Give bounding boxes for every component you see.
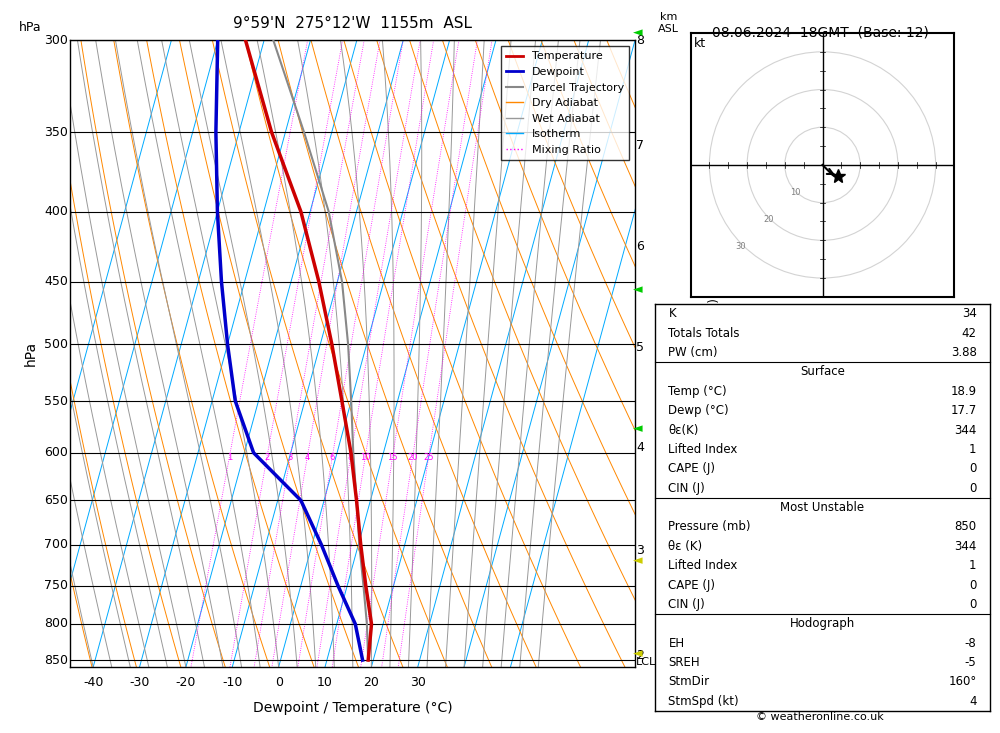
Text: 3.88: 3.88 [951, 346, 977, 359]
Text: 08.06.2024  18GMT  (Base: 12): 08.06.2024 18GMT (Base: 12) [712, 26, 928, 40]
Text: Hodograph: Hodograph [790, 617, 855, 630]
Text: kt: kt [694, 37, 706, 50]
Text: 800: 800 [44, 617, 68, 630]
Text: 42: 42 [962, 327, 977, 340]
Text: hPa: hPa [23, 341, 37, 366]
Text: 350: 350 [44, 125, 68, 139]
Text: © weatheronline.co.uk: © weatheronline.co.uk [756, 712, 884, 722]
Text: CIN (J): CIN (J) [668, 482, 705, 495]
Text: θε(K): θε(K) [668, 424, 699, 437]
Text: 1: 1 [969, 559, 977, 572]
Text: 20: 20 [763, 215, 773, 224]
Text: Most Unstable: Most Unstable [780, 501, 865, 514]
Text: Dewpoint / Temperature (°C): Dewpoint / Temperature (°C) [253, 701, 452, 715]
Text: θε (K): θε (K) [668, 539, 703, 553]
Text: 15: 15 [387, 453, 398, 463]
Text: -10: -10 [222, 676, 242, 689]
Text: 2: 2 [264, 453, 269, 463]
Text: -20: -20 [176, 676, 196, 689]
Text: 5: 5 [636, 342, 644, 354]
Text: Temp (°C): Temp (°C) [668, 385, 727, 398]
Text: 10: 10 [790, 188, 801, 196]
Text: 160°: 160° [948, 675, 977, 688]
Text: ◄: ◄ [633, 647, 643, 660]
Text: 7: 7 [636, 139, 644, 152]
Text: 17.7: 17.7 [950, 404, 977, 417]
Text: 0: 0 [969, 598, 977, 611]
Text: hPa: hPa [19, 21, 42, 34]
Text: 30: 30 [410, 676, 426, 689]
Text: ◄: ◄ [633, 554, 643, 567]
Text: Mixing Ratio (g/kg): Mixing Ratio (g/kg) [708, 298, 721, 410]
Text: 0: 0 [969, 463, 977, 476]
Text: ◄: ◄ [633, 283, 643, 296]
Text: -30: -30 [129, 676, 150, 689]
Text: 750: 750 [44, 579, 68, 592]
Text: LCL: LCL [636, 658, 656, 667]
Text: CAPE (J): CAPE (J) [668, 578, 715, 592]
Text: 344: 344 [954, 539, 977, 553]
Text: 20: 20 [363, 676, 379, 689]
Text: 8: 8 [348, 453, 353, 463]
Text: 20: 20 [407, 453, 418, 463]
Text: Totals Totals: Totals Totals [668, 327, 740, 340]
Text: 6: 6 [329, 453, 335, 463]
Text: 1: 1 [969, 443, 977, 456]
Legend: Temperature, Dewpoint, Parcel Trajectory, Dry Adiabat, Wet Adiabat, Isotherm, Mi: Temperature, Dewpoint, Parcel Trajectory… [501, 46, 629, 161]
Text: 400: 400 [44, 205, 68, 218]
Text: 550: 550 [44, 394, 68, 408]
Text: Lifted Index: Lifted Index [668, 443, 738, 456]
Text: 4: 4 [636, 441, 644, 454]
Text: 1: 1 [227, 453, 232, 463]
Text: 3: 3 [636, 544, 644, 557]
Text: ◄: ◄ [633, 422, 643, 435]
Text: 4: 4 [969, 695, 977, 708]
Text: 34: 34 [962, 307, 977, 320]
Text: 18.9: 18.9 [950, 385, 977, 398]
Text: 0: 0 [275, 676, 283, 689]
Text: 25: 25 [423, 453, 434, 463]
Text: 500: 500 [44, 338, 68, 351]
Text: 344: 344 [954, 424, 977, 437]
Text: Surface: Surface [800, 366, 845, 378]
Text: 0: 0 [969, 578, 977, 592]
Text: K: K [668, 307, 676, 320]
Text: SREH: SREH [668, 656, 700, 669]
Text: CIN (J): CIN (J) [668, 598, 705, 611]
Text: 9°59'N  275°12'W  1155m  ASL: 9°59'N 275°12'W 1155m ASL [233, 16, 472, 31]
Text: 2: 2 [636, 649, 644, 662]
Text: 3: 3 [287, 453, 293, 463]
Text: Pressure (mb): Pressure (mb) [668, 520, 751, 534]
Text: 10: 10 [317, 676, 333, 689]
Text: 300: 300 [44, 34, 68, 47]
Text: 0: 0 [969, 482, 977, 495]
Text: 30: 30 [736, 242, 746, 251]
Text: 850: 850 [954, 520, 977, 534]
Text: CAPE (J): CAPE (J) [668, 463, 715, 476]
Text: -5: -5 [965, 656, 977, 669]
Text: 8: 8 [636, 34, 644, 47]
Text: 700: 700 [44, 538, 68, 551]
Text: Dewp (°C): Dewp (°C) [668, 404, 729, 417]
Text: 6: 6 [636, 240, 644, 253]
Text: 850: 850 [44, 654, 68, 666]
Text: ◄: ◄ [633, 26, 643, 40]
Text: 10: 10 [360, 453, 370, 463]
Text: EH: EH [668, 637, 685, 649]
Text: 4: 4 [305, 453, 310, 463]
Text: StmDir: StmDir [668, 675, 710, 688]
Text: 600: 600 [44, 446, 68, 460]
Text: StmSpd (kt): StmSpd (kt) [668, 695, 739, 708]
Text: km
ASL: km ASL [658, 12, 679, 34]
Text: -8: -8 [965, 637, 977, 649]
Text: Lifted Index: Lifted Index [668, 559, 738, 572]
Text: -40: -40 [83, 676, 103, 689]
Text: 650: 650 [44, 494, 68, 507]
Text: PW (cm): PW (cm) [668, 346, 718, 359]
Text: 450: 450 [44, 275, 68, 288]
